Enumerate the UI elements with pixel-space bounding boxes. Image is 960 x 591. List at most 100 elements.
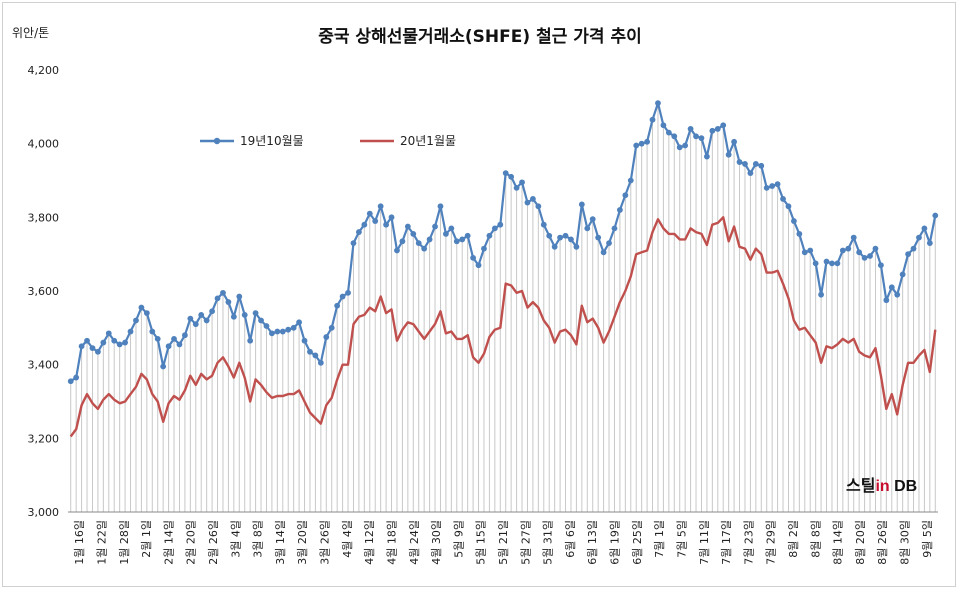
data-point-19-oct bbox=[829, 260, 835, 267]
data-point-19-oct bbox=[693, 133, 699, 140]
y-tick-label: 3,800 bbox=[28, 211, 60, 224]
x-tick-label: 8월 26일 bbox=[875, 520, 889, 565]
data-point-19-oct bbox=[714, 126, 721, 132]
data-point-19-oct bbox=[160, 363, 167, 370]
data-point-19-oct bbox=[611, 225, 618, 232]
data-point-19-oct bbox=[704, 153, 710, 160]
data-point-19-oct bbox=[89, 345, 96, 351]
data-point-19-oct bbox=[198, 312, 205, 318]
data-point-19-oct bbox=[546, 232, 553, 239]
data-point-19-oct bbox=[236, 293, 243, 300]
data-point-19-oct bbox=[540, 221, 547, 228]
x-tick-label: 3월 4일 bbox=[228, 520, 242, 558]
data-point-19-oct bbox=[116, 341, 123, 348]
data-point-19-oct bbox=[328, 324, 335, 331]
data-point-19-oct bbox=[513, 184, 520, 191]
data-point-19-oct bbox=[562, 232, 569, 239]
data-point-19-oct bbox=[796, 231, 803, 237]
data-point-19-oct bbox=[899, 271, 906, 278]
x-tick-label: 1월 16일 bbox=[72, 520, 86, 565]
x-tick-label: 2월 1일 bbox=[139, 520, 153, 558]
x-tick-label: 7월 1일 bbox=[652, 520, 666, 558]
data-point-19-oct bbox=[410, 231, 417, 237]
data-point-19-oct bbox=[475, 262, 482, 269]
x-tick-label: 8월 20일 bbox=[853, 520, 867, 565]
data-point-19-oct bbox=[165, 343, 172, 350]
data-point-19-oct bbox=[225, 299, 232, 305]
data-point-19-oct bbox=[883, 297, 890, 304]
data-point-19-oct bbox=[910, 245, 917, 252]
y-tick-label: 4,000 bbox=[28, 138, 60, 151]
data-point-19-oct bbox=[845, 245, 852, 252]
data-point-19-oct bbox=[823, 258, 830, 265]
x-tick-label: 7월 5일 bbox=[674, 520, 688, 558]
data-point-19-oct bbox=[867, 253, 873, 259]
data-point-19-oct bbox=[595, 234, 602, 241]
data-point-19-oct bbox=[834, 260, 841, 267]
data-point-19-oct bbox=[350, 240, 357, 247]
y-tick-label: 3,400 bbox=[28, 359, 60, 372]
x-tick-label: 4월 18일 bbox=[384, 520, 398, 565]
data-point-19-oct bbox=[182, 332, 188, 339]
data-point-19-oct bbox=[502, 170, 509, 177]
x-tick-label: 3월 26일 bbox=[318, 520, 332, 565]
x-tick-label: 2월 14일 bbox=[161, 520, 175, 565]
data-point-19-oct bbox=[812, 260, 819, 267]
x-tick-label: 7월 29일 bbox=[764, 520, 778, 565]
data-point-19-oct bbox=[888, 284, 895, 291]
x-tick-label: 2월 26일 bbox=[206, 520, 220, 565]
data-point-19-oct bbox=[617, 207, 623, 213]
data-point-19-oct bbox=[491, 225, 498, 232]
x-tick-label: 3월 8일 bbox=[251, 520, 265, 558]
x-tick-label: 4월 30일 bbox=[429, 520, 443, 565]
x-tick-label: 5월 9일 bbox=[451, 520, 465, 558]
data-point-19-oct bbox=[752, 161, 759, 167]
data-point-19-oct bbox=[67, 378, 74, 385]
data-point-19-oct bbox=[78, 343, 85, 350]
data-point-19-oct bbox=[138, 304, 145, 311]
data-point-19-oct bbox=[600, 249, 607, 256]
data-point-19-oct bbox=[736, 159, 743, 165]
logo-part-1: 스틸 bbox=[846, 478, 876, 495]
data-point-19-oct bbox=[252, 310, 259, 316]
data-point-19-oct bbox=[437, 203, 444, 210]
data-point-19-oct bbox=[578, 201, 585, 208]
data-point-19-oct bbox=[747, 170, 754, 177]
data-point-19-oct bbox=[339, 293, 346, 300]
data-point-19-oct bbox=[856, 249, 863, 256]
data-point-19-oct bbox=[671, 133, 678, 140]
data-point-19-oct bbox=[633, 142, 640, 149]
data-point-19-oct bbox=[230, 313, 237, 320]
x-tick-label: 4월 24일 bbox=[407, 520, 421, 565]
data-point-19-oct bbox=[894, 291, 901, 298]
data-point-19-oct bbox=[122, 339, 128, 346]
data-point-19-oct bbox=[241, 312, 248, 318]
data-point-19-oct bbox=[665, 129, 672, 136]
data-point-19-oct bbox=[214, 295, 221, 302]
data-point-19-oct bbox=[453, 238, 460, 245]
data-point-19-oct bbox=[872, 245, 879, 252]
data-point-19-oct bbox=[377, 203, 384, 210]
data-point-19-oct bbox=[464, 232, 471, 239]
data-point-19-oct bbox=[154, 335, 161, 342]
data-point-19-oct bbox=[916, 234, 922, 241]
data-point-19-oct bbox=[861, 254, 868, 261]
x-tick-label: 1월 28일 bbox=[117, 520, 131, 565]
data-point-19-oct bbox=[296, 319, 302, 326]
data-point-19-oct bbox=[758, 162, 765, 169]
data-point-19-oct bbox=[394, 247, 400, 254]
data-point-19-oct bbox=[839, 247, 846, 254]
data-point-19-oct bbox=[187, 315, 194, 322]
data-point-19-oct bbox=[486, 232, 493, 239]
data-point-19-oct bbox=[535, 203, 542, 210]
data-point-19-oct bbox=[203, 317, 210, 324]
y-tick-label: 3,600 bbox=[28, 285, 60, 298]
data-point-19-oct bbox=[742, 161, 748, 167]
data-point-19-oct bbox=[127, 328, 134, 335]
data-point-19-oct bbox=[448, 225, 455, 232]
data-point-19-oct bbox=[519, 179, 525, 186]
data-point-19-oct bbox=[274, 328, 281, 335]
data-point-19-oct bbox=[143, 310, 150, 316]
